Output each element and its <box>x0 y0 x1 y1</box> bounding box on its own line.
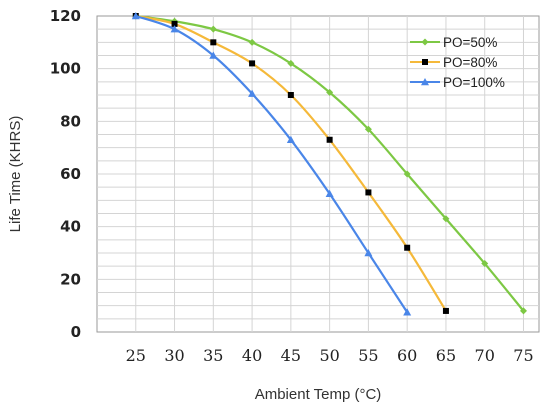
data-point-po-100 <box>248 89 257 97</box>
x-tick-label: 45 <box>281 346 301 365</box>
data-point-po-50 <box>287 59 295 67</box>
data-point-po-80 <box>365 189 372 196</box>
legend-label-po-50: PO=50% <box>443 35 497 50</box>
data-point-po-100 <box>403 308 412 316</box>
data-point-po-80 <box>171 20 178 27</box>
legend-marker-po-80 <box>422 59 428 65</box>
data-point-po-80 <box>210 39 217 46</box>
data-point-po-80 <box>442 307 449 314</box>
tick-labels: 0 20 40 60 80 100 120 25 30 35 40 45 50 55 60 65 70 75 <box>50 7 534 365</box>
x-tick-label: 75 <box>513 346 533 365</box>
x-tick-label: 35 <box>203 346 223 365</box>
x-tick-label: 60 <box>397 346 417 365</box>
data-point-po-50 <box>519 307 527 315</box>
data-point-po-80 <box>287 92 294 98</box>
data-point-po-100 <box>325 189 334 197</box>
data-point-po-80 <box>326 136 333 143</box>
data-point-po-50 <box>481 260 489 268</box>
data-point-po-50 <box>442 215 450 223</box>
x-tick-label: 25 <box>126 346 146 365</box>
data-point-po-50 <box>403 170 411 178</box>
y-tick-label: 100 <box>50 60 81 78</box>
legend-label-po-80: PO=80% <box>443 55 497 70</box>
legend: PO=50% PO=80% PO=100% <box>410 35 505 90</box>
y-tick-label: 40 <box>60 218 81 236</box>
y-tick-label: 60 <box>60 165 81 183</box>
y-tick-label: 80 <box>60 112 81 130</box>
series <box>131 12 527 316</box>
data-point-po-50 <box>248 38 256 46</box>
x-axis-title: Ambient Temp (°C) <box>255 386 382 403</box>
y-axis-title: Life Time (KHRS) <box>7 116 24 233</box>
y-tick-label: 120 <box>50 7 81 25</box>
x-tick-label: 50 <box>319 346 339 365</box>
x-tick-label: 70 <box>475 346 495 365</box>
data-point-po-80 <box>249 60 256 67</box>
legend-marker-po-100 <box>421 78 429 86</box>
x-tick-label: 40 <box>242 346 262 365</box>
y-tick-label: 20 <box>60 270 81 288</box>
data-point-po-100 <box>286 135 295 143</box>
y-tick-label: 0 <box>71 323 81 341</box>
data-point-po-80 <box>404 244 411 251</box>
x-tick-label: 55 <box>358 346 378 365</box>
x-tick-label: 65 <box>436 346 456 365</box>
data-point-po-100 <box>209 51 218 59</box>
data-point-po-50 <box>326 88 334 96</box>
data-point-po-50 <box>364 125 372 133</box>
legend-marker-po-50 <box>421 38 429 46</box>
data-point-po-50 <box>209 25 217 33</box>
data-point-po-100 <box>170 25 179 33</box>
data-point-po-100 <box>131 12 140 20</box>
data-point-po-100 <box>364 249 373 257</box>
legend-label-po-100: PO=100% <box>443 75 505 90</box>
x-tick-label: 30 <box>164 346 184 365</box>
